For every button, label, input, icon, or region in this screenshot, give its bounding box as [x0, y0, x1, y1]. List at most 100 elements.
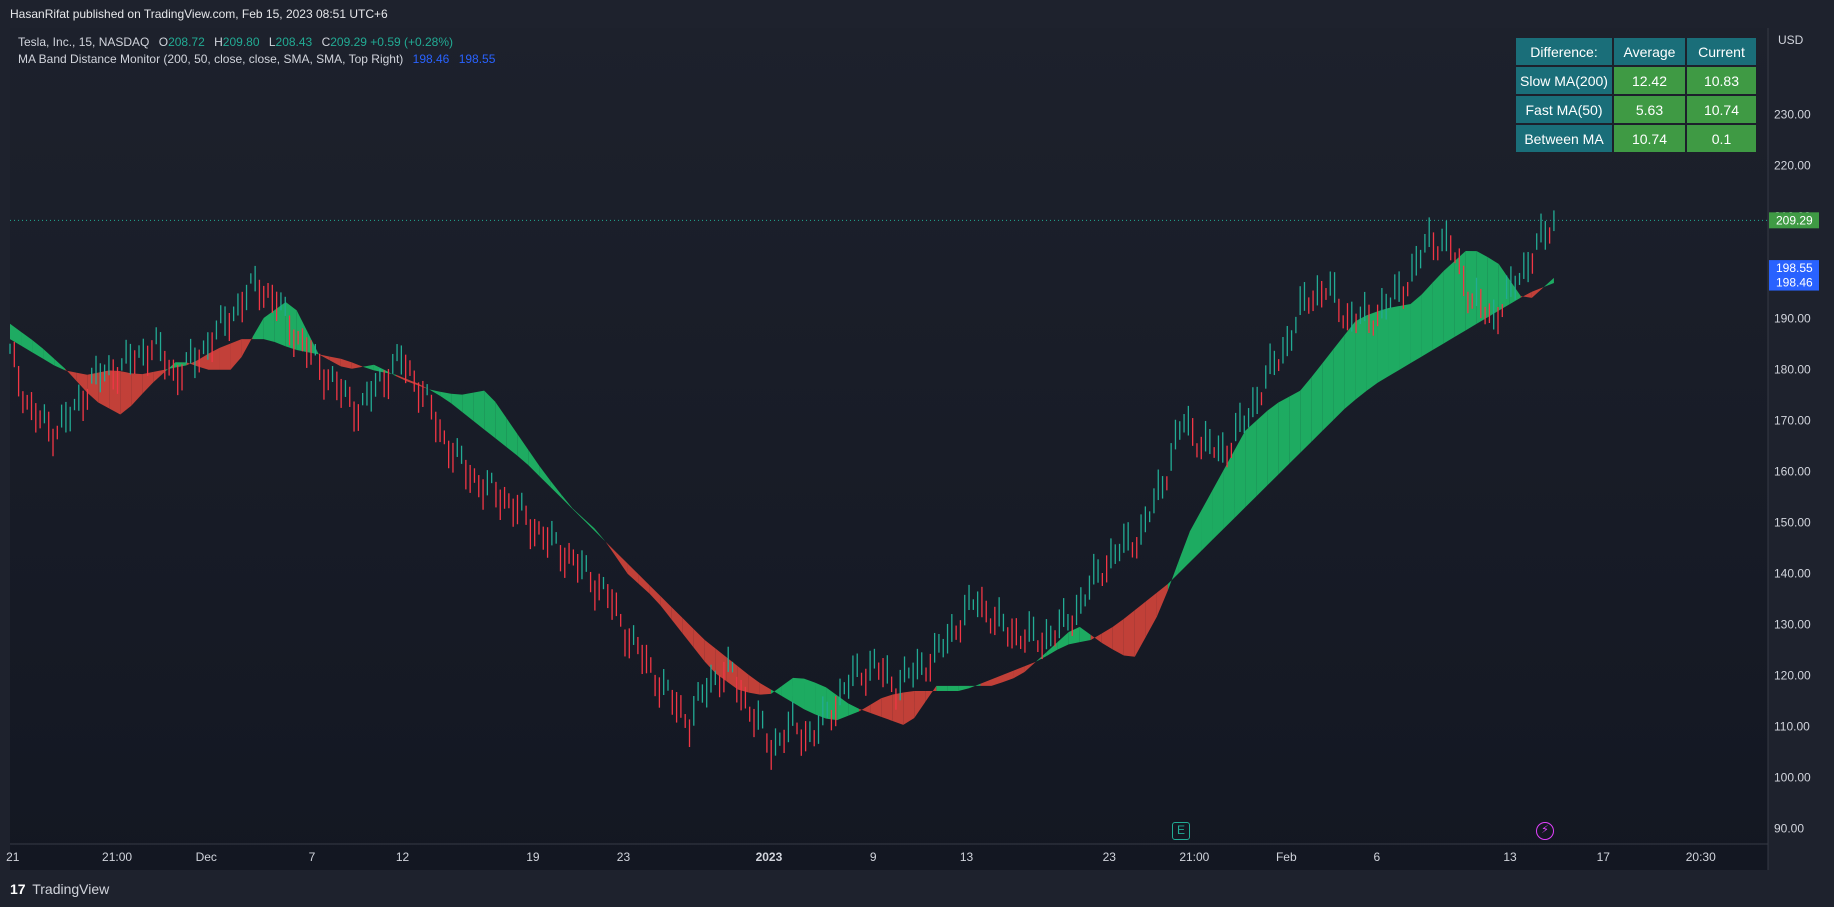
chart-area[interactable] [10, 28, 1768, 870]
band-slice [21, 331, 33, 353]
y-tick-label: 220.00 [1774, 159, 1811, 173]
band-slice [506, 417, 518, 456]
band-slice [98, 370, 110, 409]
band-slice [759, 682, 771, 695]
x-tick-label: 21 [6, 850, 20, 864]
band-slice [219, 343, 231, 370]
tradingview-brand[interactable]: 17 TradingView [10, 881, 109, 897]
y-tick-label: 100.00 [1774, 771, 1811, 785]
band-slice [1344, 321, 1356, 410]
band-slice [914, 691, 926, 718]
band-slice [329, 356, 341, 367]
band-slice [197, 353, 209, 370]
band-slice [43, 348, 55, 366]
y-tick-label: 130.00 [1774, 618, 1811, 632]
indicator-name[interactable]: MA Band Distance Monitor (200, 50, close… [18, 52, 404, 66]
symbol-name[interactable]: Tesla, Inc., 15, NASDAQ [18, 35, 150, 49]
y-tick-label: 110.00 [1774, 720, 1810, 734]
earnings-marker[interactable]: E [1172, 822, 1190, 840]
band-slice [517, 433, 529, 466]
band-slice [1355, 315, 1367, 400]
band-slice [10, 323, 22, 346]
band-slice [737, 666, 749, 693]
table-header-row: Difference: Average Current [1516, 38, 1756, 65]
band-slice [76, 372, 88, 393]
x-tick-label: 13 [1503, 850, 1517, 864]
band-slice [373, 364, 385, 373]
x-tick-label: 23 [617, 850, 631, 864]
x-tick-label: 20:30 [1686, 850, 1716, 864]
price-tag-label: 209.29 [1776, 213, 1813, 227]
x-axis: 21 21:00 Dec 7 12 19 23 2023 9 13 23 21:00 Feb 6 13 17 2… [6, 850, 1716, 864]
band-slice [826, 687, 838, 721]
band-slice [1178, 531, 1190, 573]
band-slice [958, 685, 970, 691]
band-slice [903, 691, 915, 725]
open-value: 208.72 [168, 35, 205, 49]
dividend-marker[interactable]: ⚡ [1536, 822, 1554, 840]
y-axis-unit: USD [1778, 33, 1804, 47]
band-slice [1410, 294, 1422, 364]
ma-band [10, 250, 1554, 725]
band-slice [1542, 277, 1554, 288]
band-slice [550, 480, 562, 498]
x-tick-label: 12 [396, 850, 410, 864]
band-slice [495, 401, 507, 447]
band-slice [418, 383, 430, 390]
band-slice [1300, 377, 1312, 453]
table-cell: 12.42 [1614, 67, 1685, 94]
table-cell: 10.74 [1687, 96, 1756, 123]
x-tick-label: Feb [1276, 850, 1297, 864]
low-key: L [268, 35, 276, 49]
table-cell: 10.74 [1614, 125, 1685, 152]
band-slice [1201, 491, 1213, 552]
band-slice [704, 640, 716, 674]
band-slice [859, 704, 871, 713]
band-slice [936, 685, 948, 691]
band-slice [318, 354, 330, 361]
y-tick-label: 140.00 [1774, 567, 1811, 581]
table-row: Fast MA(50) 5.63 10.74 [1516, 96, 1756, 123]
band-slice [164, 362, 176, 373]
table-row-label: Fast MA(50) [1516, 96, 1612, 123]
y-tick-label: 160.00 [1774, 465, 1811, 479]
band-slice [1399, 303, 1411, 370]
x-tick-label: 2023 [756, 850, 783, 864]
band-slice [1267, 402, 1279, 486]
close-key: C [321, 35, 331, 49]
band-slice [1134, 601, 1146, 657]
band-slice [1487, 257, 1499, 318]
band-slice [1145, 592, 1157, 637]
brand-name: TradingView [32, 881, 110, 897]
band-slice [881, 694, 893, 721]
band-slice [32, 339, 44, 359]
band-slice [384, 370, 396, 377]
x-tick-label: 21:00 [1179, 850, 1209, 864]
band-slice [1090, 633, 1102, 643]
band-slice [682, 618, 694, 648]
band-slice [748, 674, 760, 695]
band-slice [1035, 652, 1047, 663]
y-tick-label: 150.00 [1774, 516, 1811, 530]
price-series [9, 210, 1768, 770]
band-slice [781, 677, 793, 703]
indicator-row: MA Band Distance Monitor (200, 50, close… [18, 51, 495, 68]
chart-legend: Tesla, Inc., 15, NASDAQ O208.72 H209.80 … [18, 34, 495, 68]
band-slice [1068, 626, 1080, 645]
band-slice [925, 685, 937, 702]
band-slice [340, 358, 352, 369]
y-tick-label: 180.00 [1774, 363, 1811, 377]
y-axis: 90.00 100.00 110.00 120.00 130.00 140.00 150.0… [1769, 33, 1819, 836]
lightning-icon: ⚡ [1541, 824, 1549, 836]
band-slice [1520, 291, 1532, 298]
band-slice [815, 682, 827, 719]
band-slice [131, 373, 143, 406]
band-slice [440, 391, 452, 404]
x-tick-label: 21:00 [102, 850, 132, 864]
band-slice [473, 390, 485, 430]
band-slice [109, 370, 121, 415]
price-tag-label: 198.55 [1776, 261, 1813, 275]
table-header: Difference: [1516, 38, 1612, 65]
band-slice [1046, 642, 1058, 657]
